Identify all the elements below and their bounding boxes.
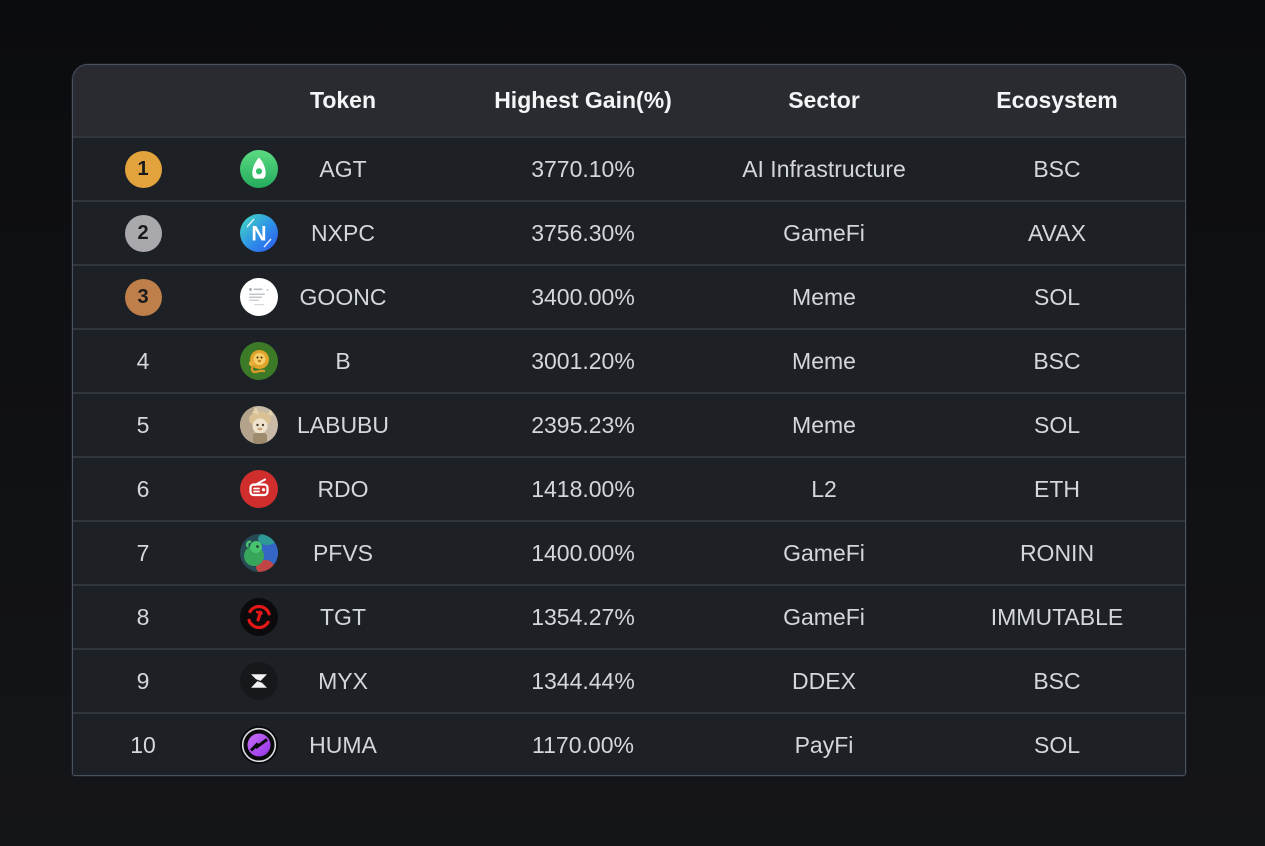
table-row[interactable]: 1 AGT 3770.10% AI Infrastructure BSC xyxy=(73,136,1185,200)
token-symbol: PFVS xyxy=(312,539,374,566)
highest-gain-value: 1400.00% xyxy=(531,539,635,566)
ecosystem-value: IMMUTABLE xyxy=(990,603,1124,630)
rdo-token-icon xyxy=(240,470,278,508)
ecosystem-value: SOL xyxy=(1033,283,1081,310)
highest-gain-value: 1344.44% xyxy=(531,667,635,694)
rank-cell: 2 xyxy=(73,214,213,252)
sector-value: GameFi xyxy=(783,603,865,630)
highest-gain-value: 1354.27% xyxy=(531,603,635,630)
svg-text:N: N xyxy=(251,223,266,246)
token-cell: TGT xyxy=(213,586,473,648)
rank-cell: 7 xyxy=(73,535,213,572)
highest-gain-value: 3400.00% xyxy=(531,283,635,310)
table-row[interactable]: 5 LABUBU 2395.23% Meme SOL xyxy=(73,392,1185,456)
highest-gain-value: 2395.23% xyxy=(531,411,635,438)
column-header-highest-gain: Highest Gain(%) xyxy=(494,87,672,113)
huma-token-icon xyxy=(240,726,278,764)
token-cell: GOONC xyxy=(213,266,473,328)
goonc-token-icon xyxy=(240,278,278,316)
ecosystem-value: BSC xyxy=(1033,347,1081,374)
token-symbol: NXPC xyxy=(311,219,375,246)
rank-number: 8 xyxy=(136,603,150,630)
highest-gain-value: 1418.00% xyxy=(531,475,635,502)
token-cell: AGT xyxy=(213,138,473,200)
ecosystem-value: SOL xyxy=(1033,731,1081,758)
table-header-row: Token Highest Gain(%) Sector Ecosystem xyxy=(73,65,1185,136)
sector-value: L2 xyxy=(811,475,837,502)
sector-value: GameFi xyxy=(783,219,865,246)
table-row[interactable]: 8 TGT 1354.27% GameFi IMMUTABLE xyxy=(73,584,1185,648)
agt-token-icon xyxy=(240,150,278,188)
table-row[interactable]: 10 HUMA 1170.00% PayFi SOL xyxy=(73,712,1185,776)
rank-number: 4 xyxy=(136,347,150,374)
myx-token-icon xyxy=(240,662,278,700)
highest-gain-value: 1170.00% xyxy=(532,731,634,758)
token-cell: PFVS xyxy=(213,522,473,584)
column-header-ecosystem: Ecosystem xyxy=(996,87,1118,113)
token-symbol: HUMA xyxy=(309,731,377,758)
token-symbol: MYX xyxy=(318,667,368,694)
sector-value: Meme xyxy=(792,283,856,310)
token-symbol: B xyxy=(335,347,351,374)
nxpc-token-icon: N xyxy=(240,214,278,252)
b-token-icon xyxy=(240,342,278,380)
rank-cell: 3 xyxy=(73,278,213,316)
table-row[interactable]: 7 PFVS 1400.00% GameFi RONIN xyxy=(73,520,1185,584)
ecosystem-value: ETH xyxy=(1034,475,1080,502)
token-symbol: GOONC xyxy=(299,283,387,310)
sector-value: Meme xyxy=(792,411,856,438)
ecosystem-value: AVAX xyxy=(1028,219,1086,246)
column-header-token: Token xyxy=(309,87,377,113)
sector-value: AI Infrastructure xyxy=(742,155,906,182)
sector-value: Meme xyxy=(792,347,856,374)
sector-value: PayFi xyxy=(794,731,854,758)
tgt-token-icon xyxy=(240,598,278,636)
rank-cell: 5 xyxy=(73,407,213,444)
rank-cell: 8 xyxy=(73,599,213,636)
highest-gain-value: 3001.20% xyxy=(531,347,635,374)
ecosystem-value: BSC xyxy=(1033,667,1081,694)
token-symbol: AGT xyxy=(319,155,367,182)
table-row[interactable]: 9 MYX 1344.44% DDEX BSC xyxy=(73,648,1185,712)
token-cell: LABUBU xyxy=(213,394,473,456)
highest-gain-value: 3770.10% xyxy=(531,155,635,182)
token-symbol: RDO xyxy=(317,475,369,502)
ecosystem-value: BSC xyxy=(1033,155,1081,182)
labubu-token-icon xyxy=(240,406,278,444)
token-cell: N NXPC xyxy=(213,202,473,264)
token-cell: MYX xyxy=(213,650,473,712)
pfvs-token-icon xyxy=(240,534,278,572)
rank-number: 6 xyxy=(136,475,150,502)
sector-value: DDEX xyxy=(792,667,856,694)
rank-badge: 1 xyxy=(124,150,162,188)
token-symbol: LABUBU xyxy=(296,411,390,438)
rank-cell: 9 xyxy=(73,663,213,700)
table-body: 1 AGT 3770.10% AI Infrastructure BSC 2 N xyxy=(73,136,1185,776)
table-row[interactable]: 4 B 3001.20% Meme BSC xyxy=(73,328,1185,392)
ecosystem-value: SOL xyxy=(1033,411,1081,438)
rank-number: 9 xyxy=(136,667,150,694)
token-cell: HUMA xyxy=(213,714,473,776)
table-row[interactable]: 3 GOONC 3400.00% Meme SOL xyxy=(73,264,1185,328)
token-gain-leaderboard: Token Highest Gain(%) Sector Ecosystem 1… xyxy=(72,64,1186,776)
table-row[interactable]: 2 N NXPC 3756.30% GameFi AVAX xyxy=(73,200,1185,264)
token-cell: RDO xyxy=(213,458,473,520)
rank-cell: 6 xyxy=(73,471,213,508)
sector-value: GameFi xyxy=(783,539,865,566)
rank-cell: 4 xyxy=(73,343,213,380)
rank-cell: 1 xyxy=(73,150,213,188)
rank-cell: 10 xyxy=(73,727,213,764)
rank-number: 10 xyxy=(130,731,156,758)
token-cell: B xyxy=(213,330,473,392)
table-row[interactable]: 6 RDO 1418.00% L2 ETH xyxy=(73,456,1185,520)
rank-number: 7 xyxy=(136,539,150,566)
token-symbol: TGT xyxy=(320,603,366,630)
rank-badge: 3 xyxy=(124,278,162,316)
rank-number: 5 xyxy=(136,411,150,438)
rank-badge: 2 xyxy=(124,214,162,252)
ecosystem-value: RONIN xyxy=(1019,539,1095,566)
highest-gain-value: 3756.30% xyxy=(531,219,635,246)
column-header-sector: Sector xyxy=(788,87,860,113)
